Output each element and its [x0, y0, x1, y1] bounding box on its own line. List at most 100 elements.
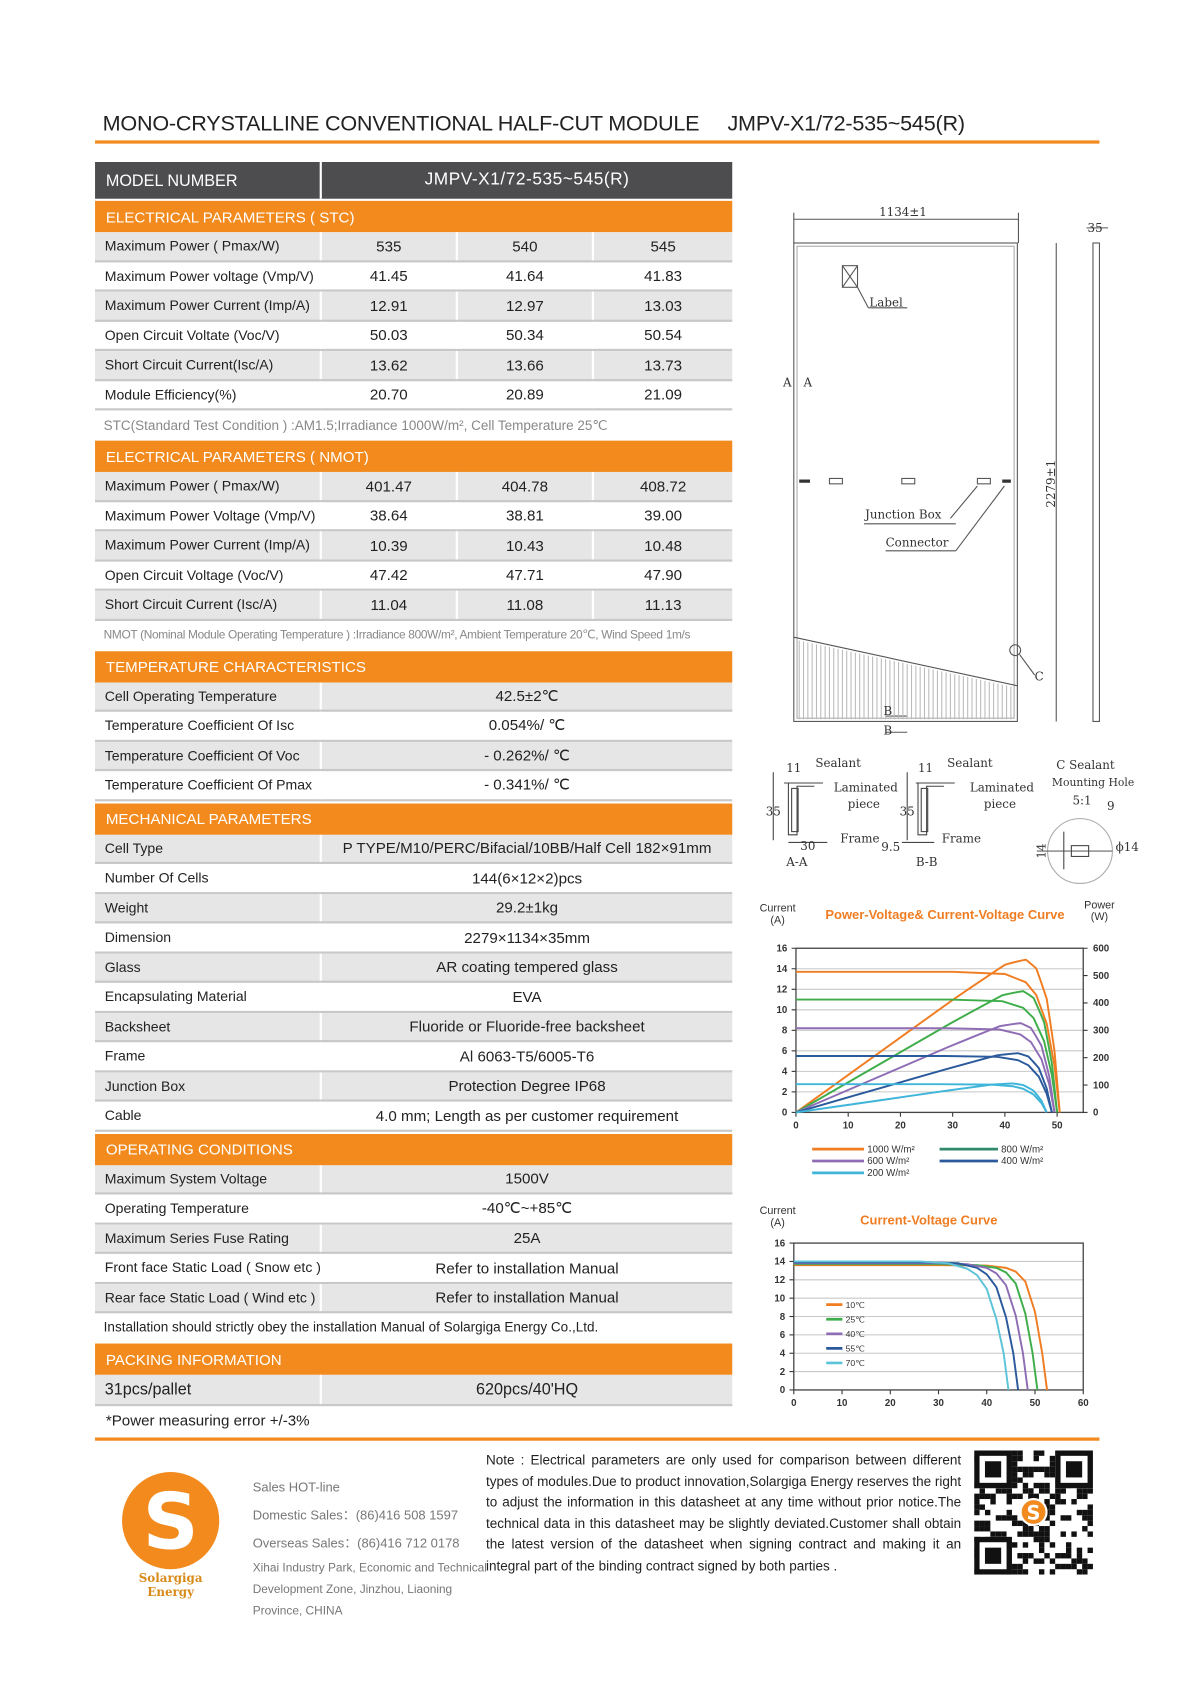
- param-value: 404.78: [458, 471, 594, 500]
- legend-label: 600 W/m²: [867, 1156, 910, 1167]
- param-label: Front face Static Load ( Snow etc ): [95, 1253, 322, 1282]
- param-value: 42.5±2℃: [495, 686, 559, 704]
- packing-value: 620pcs/40'HQ: [475, 1380, 579, 1399]
- bb-height: 35: [900, 804, 915, 818]
- iv-series-line: [793, 1260, 1010, 1391]
- param-label: Junction Box: [95, 1071, 322, 1100]
- y-tick-label: 8: [782, 1026, 788, 1037]
- param-value: 12.91: [322, 291, 458, 320]
- param-value: Refer to installation Manual: [435, 1259, 619, 1277]
- param-value: 38.64: [322, 501, 458, 530]
- bb-section-name: B-B: [916, 855, 938, 869]
- y-tick-label: 10: [777, 1005, 788, 1016]
- y-tick-label: 2: [782, 1087, 788, 1098]
- param-label: Maximum Power Current (Imp/A): [95, 531, 322, 559]
- param-value: 41.83: [644, 267, 683, 285]
- table-row: Cell Type P TYPE/M10/PERC/Bifacial/10BB/H…: [95, 834, 733, 865]
- x-tick-label: 50: [1030, 1398, 1041, 1409]
- param-value: 29.2±1kg: [495, 898, 559, 917]
- param-value: 47.71: [458, 561, 594, 589]
- bb-laminated: Laminated: [970, 781, 1035, 795]
- x-tick-label: 40: [981, 1398, 992, 1409]
- param-value: AR coating tempered glass: [436, 958, 618, 976]
- spec-table: MODEL NUMBER JMPV-X1/72-535~545(R) ELECT…: [95, 162, 733, 1434]
- iv-series-line: [795, 998, 1059, 1113]
- param-value: 39.00: [644, 506, 683, 525]
- param-value: - 0.341%/ ℃: [484, 775, 570, 793]
- x-tick-label: 40: [999, 1121, 1010, 1132]
- y-axis-label: Current: [760, 1205, 796, 1217]
- table-row: Maximum Power voltage (Vmp/V) 41.45 41.64 4…: [95, 261, 733, 292]
- length-dimension: 2279±1: [1044, 460, 1058, 508]
- bb-width: 9.5: [881, 840, 900, 854]
- param-value: 47.42: [322, 561, 458, 589]
- param-value: 11.04: [322, 590, 458, 619]
- y-tick-label: 16: [777, 943, 788, 954]
- y2-axis-label: (W): [1091, 911, 1108, 923]
- y2-axis-label: Power: [1084, 899, 1115, 911]
- param-value: P TYPE/M10/PERC/Bifacial/10BB/Half Cell …: [342, 839, 712, 857]
- param-label: Number Of Cells: [95, 864, 322, 892]
- param-value: 50.03: [322, 321, 458, 349]
- b-mark-2: B: [883, 723, 892, 737]
- y-tick-label: 0: [782, 1108, 787, 1119]
- section-nmot: ELECTRICAL PARAMETERS ( NMOT): [95, 440, 733, 472]
- c-dim-9: 9: [1107, 799, 1115, 813]
- model-number-row: MODEL NUMBER JMPV-X1/72-535~545(R): [95, 162, 733, 199]
- x-tick-label: 30: [947, 1121, 958, 1132]
- power-error-note: *Power measuring error +/-3%: [105, 1411, 310, 1429]
- param-value: - 0.262%/ ℃: [484, 746, 570, 764]
- table-row: Junction Box Protection Degree IP68: [95, 1071, 733, 1102]
- param-label: Encapsulating Material: [95, 982, 322, 1011]
- page-title: MONO-CRYSTALLINE CONVENTIONAL HALF-CUT M…: [103, 112, 965, 137]
- aa-sealant: Sealant: [815, 756, 861, 770]
- b-mark: B: [883, 704, 892, 718]
- qr-code[interactable]: S: [974, 1450, 1093, 1575]
- x-tick-label: 10: [843, 1121, 854, 1132]
- table-row: Dimension 2279×1134×35mm: [95, 923, 733, 954]
- y2-tick-label: 400: [1093, 998, 1109, 1009]
- address-line: Development Zone, Jinzhou, Liaoning: [252, 1583, 453, 1597]
- label-callout: Label: [869, 296, 903, 310]
- legend-label: 55℃: [846, 1344, 866, 1354]
- param-label: Maximum Power voltage (Vmp/V): [95, 261, 322, 290]
- aa-height: 35: [766, 804, 781, 818]
- section-a-mark: A: [782, 376, 792, 390]
- table-row: Frame Al 6063-T5/6005-T6: [95, 1042, 733, 1072]
- domestic-sales: Domestic Sales：(86)416 508 1597: [252, 1507, 459, 1523]
- param-label: Maximum Power Voltage (Vmp/V): [95, 501, 322, 530]
- legend-label: 70℃: [846, 1358, 866, 1368]
- address-line: Province, CHINA: [252, 1604, 343, 1618]
- y-tick-label: 2: [780, 1367, 786, 1378]
- aa-dim-top: 11: [786, 761, 801, 775]
- param-label: Maximum Power ( Pmax/W): [95, 232, 322, 260]
- table-row: Open Circuit Voltage (Voc/V) 47.42 47.71 47…: [95, 561, 733, 591]
- table-row: Temperature Coefficient Of Pmax - 0.341%/…: [95, 771, 733, 801]
- title-rule: [95, 140, 1100, 144]
- table-row: Cable 4.0 mm; Length as per customer requ…: [95, 1101, 733, 1132]
- brand-name: Solargiga Energy: [138, 1571, 203, 1600]
- param-value: 25A: [513, 1229, 541, 1247]
- y-tick-label: 4: [780, 1348, 786, 1359]
- pv-series-line: [795, 958, 1061, 1114]
- table-row: Weight 29.2±1kg: [95, 893, 733, 924]
- table-row: Open Circuit Voltate (Voc/V) 50.03 50.34 50…: [95, 321, 733, 351]
- legend-label: 200 W/m²: [867, 1168, 910, 1179]
- table-row: Short Circuit Current(Isc/A) 13.62 13.66 13…: [95, 351, 733, 381]
- param-value: 4.0 mm; Length as per customer requireme…: [375, 1106, 679, 1125]
- param-value: Protection Degree IP68: [448, 1077, 606, 1095]
- x-tick-label: 0: [793, 1121, 798, 1132]
- aa-width: 30: [800, 839, 815, 853]
- pv-series-line: [795, 1052, 1053, 1114]
- iv-series-line: [795, 1054, 1053, 1113]
- table-row: Maximum Power ( Pmax/W) 535 540 545: [95, 232, 733, 262]
- param-value: 20.89: [458, 380, 594, 409]
- table-row: Glass AR coating tempered glass: [95, 953, 733, 983]
- param-label: Maximum Series Fuse Rating: [95, 1224, 322, 1252]
- y-tick-label: 0: [780, 1385, 785, 1396]
- chart-title: Power-Voltage& Current-Voltage Curve: [825, 907, 1064, 922]
- table-row: Maximum System Voltage 1500V: [95, 1164, 733, 1195]
- installation-note: Installation should strictly obey the in…: [103, 1319, 599, 1335]
- y2-tick-label: 0: [1093, 1108, 1098, 1119]
